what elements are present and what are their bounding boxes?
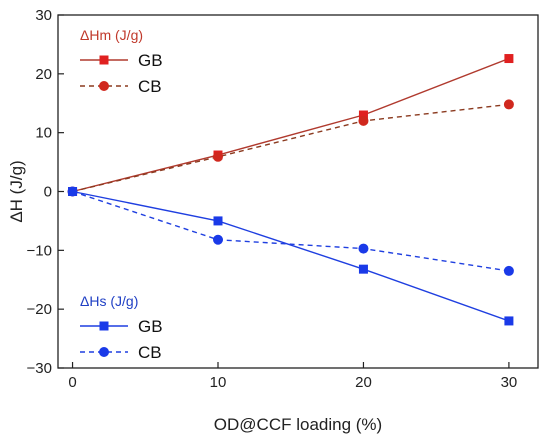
y-tick-label: 10 [35,125,52,142]
series-line [72,57,510,193]
x-tick-label: 20 [355,374,372,391]
series-1 [67,99,514,197]
y-tick-label: −30 [27,360,52,377]
x-tick-label: 30 [501,374,518,391]
data-point [67,186,78,197]
series-line [72,103,509,193]
y-axis-title: ΔH (J/g) [7,160,26,222]
series-0 [68,54,514,196]
legend-label: GB [138,51,163,70]
data-point [358,110,368,120]
data-point [503,99,514,110]
y-tick-label: 20 [35,66,52,83]
legend-label: CB [138,343,162,362]
x-tick-label: 10 [210,374,227,391]
y-tick-label: 30 [35,7,52,24]
series-layer [67,54,514,326]
legend-marker [99,55,109,65]
x-tick-label: 0 [68,374,76,391]
legend-0: ΔHm (J/g) GB CB [80,27,163,96]
series-3 [67,186,514,276]
series-line [72,190,510,272]
y-tick-label: −20 [27,301,52,318]
plot-frame [57,14,539,369]
x-axis-title: OD@CCF loading (%) [214,415,382,434]
legend-title: ΔHm (J/g) [80,27,143,43]
data-point [504,316,514,326]
legend-marker [99,347,109,357]
data-point [503,265,514,276]
legend-marker [99,81,109,91]
series-line [72,190,510,322]
data-point [504,54,514,64]
legend-label: CB [138,77,162,96]
legend-title: ΔHs (J/g) [80,293,138,309]
data-point [358,243,369,254]
legend-marker [99,321,109,331]
legend-label: GB [138,317,163,336]
data-point [358,115,369,126]
data-point [213,234,223,245]
data-point [213,151,223,162]
y-tick-label: 0 [44,184,52,201]
y-tick-label: −10 [27,242,52,259]
axis-ticks: 0 10 20 30 −30 −20 −10 0 10 20 30 [27,7,518,391]
data-point [213,216,223,226]
data-point [358,264,368,274]
legend-1: ΔHs (J/g)GB CB [80,293,163,362]
